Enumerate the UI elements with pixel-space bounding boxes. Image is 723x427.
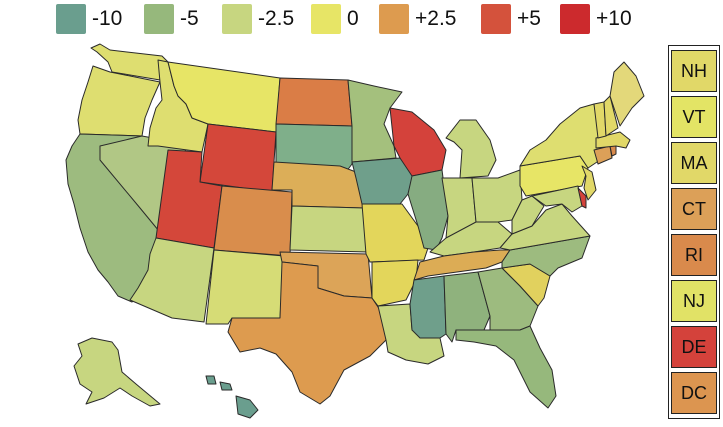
state-MN bbox=[347, 79, 403, 163]
small-state-label: CT bbox=[682, 198, 706, 219]
legend-item: -5 bbox=[144, 4, 199, 34]
legend-item: -10 bbox=[56, 4, 122, 34]
state-MD bbox=[531, 185, 583, 213]
state-NH bbox=[603, 95, 619, 137]
state-WV bbox=[511, 195, 545, 235]
small-state-label: RI bbox=[685, 244, 703, 265]
legend-label: +2.5 bbox=[415, 7, 457, 30]
small-state-label: NJ bbox=[683, 290, 705, 311]
small-state-box: RI bbox=[671, 234, 717, 276]
legend: -10 -5 -2.5 0 +2.5 +5 +10 bbox=[56, 4, 656, 34]
state-ND bbox=[275, 77, 353, 127]
state-AK bbox=[73, 337, 161, 407]
legend-swatch bbox=[56, 4, 86, 34]
legend-swatch bbox=[222, 4, 252, 34]
small-state-label: DC bbox=[681, 382, 707, 403]
small-states-panel: NH VT MA CT RI NJ DE DC bbox=[668, 45, 720, 419]
legend-label: +10 bbox=[596, 7, 632, 30]
small-state-label: MA bbox=[680, 152, 708, 173]
state-SD bbox=[275, 123, 353, 173]
state-HI bbox=[235, 395, 259, 419]
state-HI-islands bbox=[219, 381, 233, 391]
small-state-label: NH bbox=[681, 60, 707, 81]
small-state-label: VT bbox=[682, 106, 706, 127]
small-state-label: DE bbox=[681, 336, 707, 357]
legend-item: +10 bbox=[560, 4, 632, 34]
small-state-box: VT bbox=[671, 96, 717, 138]
legend-swatch bbox=[481, 4, 511, 34]
small-state-box: CT bbox=[671, 188, 717, 230]
legend-label: 0 bbox=[347, 7, 359, 30]
legend-swatch bbox=[560, 4, 590, 34]
state-OR bbox=[77, 65, 161, 137]
small-state-box: DE bbox=[671, 326, 717, 368]
state-NJ bbox=[581, 165, 597, 201]
legend-item: 0 bbox=[311, 4, 359, 34]
us-map bbox=[65, 43, 645, 419]
legend-swatch bbox=[379, 4, 409, 34]
state-DE bbox=[577, 187, 587, 209]
legend-label: -2.5 bbox=[258, 7, 295, 30]
state-HI-islands bbox=[205, 375, 217, 385]
small-state-box: MA bbox=[671, 142, 717, 184]
state-NY bbox=[519, 103, 601, 169]
state-ME bbox=[609, 61, 645, 127]
small-state-box: NJ bbox=[671, 280, 717, 322]
legend-item: -2.5 bbox=[222, 4, 294, 34]
legend-label: -5 bbox=[180, 7, 199, 30]
legend-label: -10 bbox=[92, 7, 123, 30]
legend-label: +5 bbox=[517, 7, 541, 30]
legend-swatch bbox=[144, 4, 174, 34]
state-TX bbox=[227, 261, 387, 405]
state-AZ bbox=[129, 237, 215, 323]
small-state-box: DC bbox=[671, 372, 717, 414]
state-MI bbox=[445, 119, 497, 179]
state-MO bbox=[361, 203, 429, 263]
state-KS bbox=[289, 205, 369, 253]
small-state-box: NH bbox=[671, 50, 717, 92]
state-FL bbox=[455, 325, 557, 409]
state-NM bbox=[205, 249, 285, 325]
legend-item: +2.5 bbox=[379, 4, 456, 34]
legend-swatch bbox=[311, 4, 341, 34]
legend-item: +5 bbox=[481, 4, 541, 34]
state-AR bbox=[371, 259, 419, 307]
state-WY bbox=[199, 123, 277, 193]
state-CO bbox=[213, 185, 293, 257]
state-MS bbox=[409, 275, 447, 339]
